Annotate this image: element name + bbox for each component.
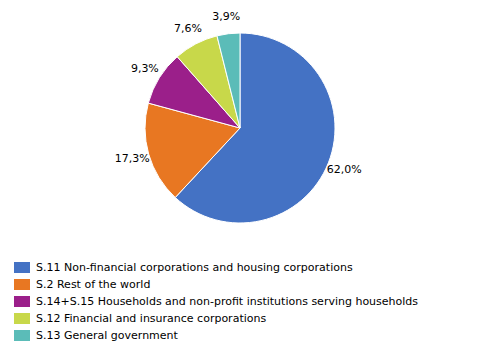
legend-label: S.12 Financial and insurance corporation… — [36, 312, 266, 325]
data-label: 9,3% — [131, 62, 159, 75]
data-label: 17,3% — [115, 152, 150, 165]
legend-swatch — [14, 330, 30, 341]
legend: S.11 Non-financial corporations and hous… — [14, 261, 418, 342]
legend-label: S.13 General government — [36, 329, 179, 342]
legend-item: S.12 Financial and insurance corporation… — [14, 312, 266, 325]
legend-item: S.14+S.15 Households and non-profit inst… — [14, 295, 418, 308]
data-label: 62,0% — [327, 163, 362, 176]
legend-label: S.11 Non-financial corporations and hous… — [36, 261, 353, 274]
chart: 62,0% 17,3% 9,3% 7,6% 3,9% S.11 Non-financial… — [0, 0, 480, 360]
legend-swatch — [14, 262, 30, 273]
legend-item: S.2 Rest of the world — [14, 278, 150, 291]
pie: 62,0% 17,3% 9,3% 7,6% 3,9% — [115, 10, 362, 223]
legend-swatch — [14, 296, 30, 307]
legend-label: S.2 Rest of the world — [36, 278, 150, 291]
pie-slice — [217, 33, 240, 128]
legend-item: S.13 General government — [14, 329, 179, 342]
legend-item: S.11 Non-financial corporations and hous… — [14, 261, 353, 274]
legend-swatch — [14, 279, 30, 290]
data-label: 3,9% — [212, 10, 240, 23]
legend-label: S.14+S.15 Households and non-profit inst… — [36, 295, 418, 308]
data-label: 7,6% — [174, 22, 202, 35]
legend-swatch — [14, 313, 30, 324]
